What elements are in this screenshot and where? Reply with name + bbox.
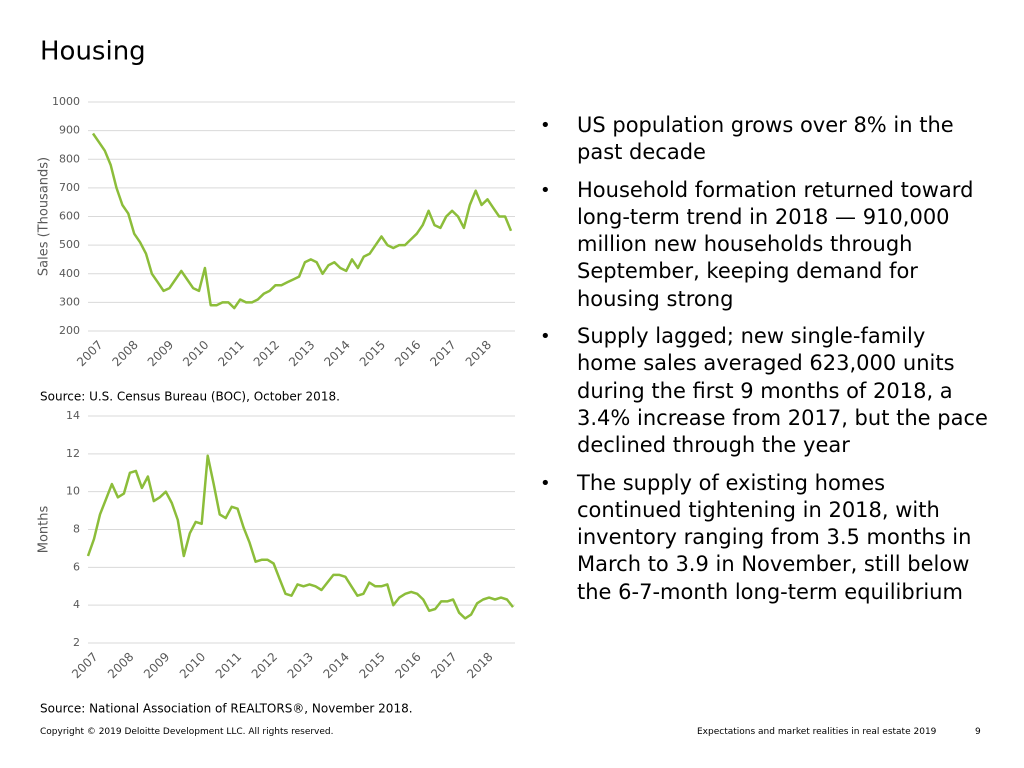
x-tick-label: 2017 — [428, 650, 459, 681]
y-tick-label: 400 — [59, 267, 80, 280]
bullet: Household formation returned toward long… — [540, 177, 990, 313]
y-tick-label: 14 — [66, 409, 80, 422]
y-tick-label: 700 — [59, 181, 80, 194]
data-line — [91, 132, 513, 310]
y-tick-label: 8 — [73, 523, 80, 536]
source-note: Source: U.S. Census Bureau (BOC), Octobe… — [40, 390, 340, 404]
y-tick-label: 300 — [59, 295, 80, 308]
x-tick-label: 2012 — [249, 650, 280, 681]
y-tick-label: 600 — [59, 210, 80, 223]
x-tick-label: 2007 — [69, 650, 100, 681]
x-tick-label: 2015 — [357, 338, 388, 369]
y-tick-label: 6 — [73, 560, 80, 573]
x-tick-label: 2012 — [251, 338, 282, 369]
data-line — [86, 454, 514, 620]
x-tick-label: 2014 — [321, 650, 352, 681]
bullet: The supply of existing homes continued t… — [540, 470, 990, 606]
y-tick-label: 500 — [59, 238, 80, 251]
x-tick-label: 2008 — [105, 650, 136, 681]
x-tick-label: 2013 — [285, 650, 316, 681]
deck-title: Expectations and market realities in rea… — [697, 727, 937, 737]
y-tick-label: 4 — [73, 598, 80, 611]
x-tick-label: 2018 — [464, 650, 495, 681]
x-tick-label: 2016 — [392, 338, 423, 369]
y-tick-label: 800 — [59, 152, 80, 165]
copyright: Copyright © 2019 Deloitte Development LL… — [40, 727, 334, 737]
x-tick-label: 2011 — [215, 338, 246, 369]
x-tick-label: 2009 — [141, 650, 172, 681]
bullet: Supply lagged; new single-family home sa… — [540, 323, 990, 459]
y-tick-label: 900 — [59, 124, 80, 137]
y-tick-label: 200 — [59, 324, 80, 337]
x-tick-label: 2010 — [180, 338, 211, 369]
x-tick-label: 2007 — [74, 338, 105, 369]
x-tick-label: 2011 — [213, 650, 244, 681]
bullet: US population grows over 8% in the past … — [540, 112, 990, 167]
x-tick-label: 2013 — [286, 338, 317, 369]
x-tick-label: 2015 — [356, 650, 387, 681]
x-tick-label: 2017 — [427, 338, 458, 369]
x-tick-label: 2008 — [109, 338, 140, 369]
y-tick-label: 1000 — [52, 95, 80, 108]
y-axis-label: Months — [37, 506, 52, 554]
y-axis-label: Sales (Thousands) — [37, 157, 52, 276]
y-tick-label: 2 — [73, 636, 80, 649]
page-number: 9 — [975, 727, 981, 737]
y-tick-label: 10 — [66, 485, 80, 498]
source-note: Source: National Association of REALTORS… — [40, 702, 413, 716]
x-tick-label: 2010 — [177, 650, 208, 681]
x-tick-label: 2009 — [145, 338, 176, 369]
y-tick-label: 12 — [66, 447, 80, 460]
x-tick-label: 2018 — [463, 338, 494, 369]
slide-title: Housing — [40, 37, 146, 67]
x-tick-label: 2016 — [392, 650, 423, 681]
x-tick-label: 2014 — [321, 338, 352, 369]
bullet-list: US population grows over 8% in the past … — [540, 112, 990, 616]
